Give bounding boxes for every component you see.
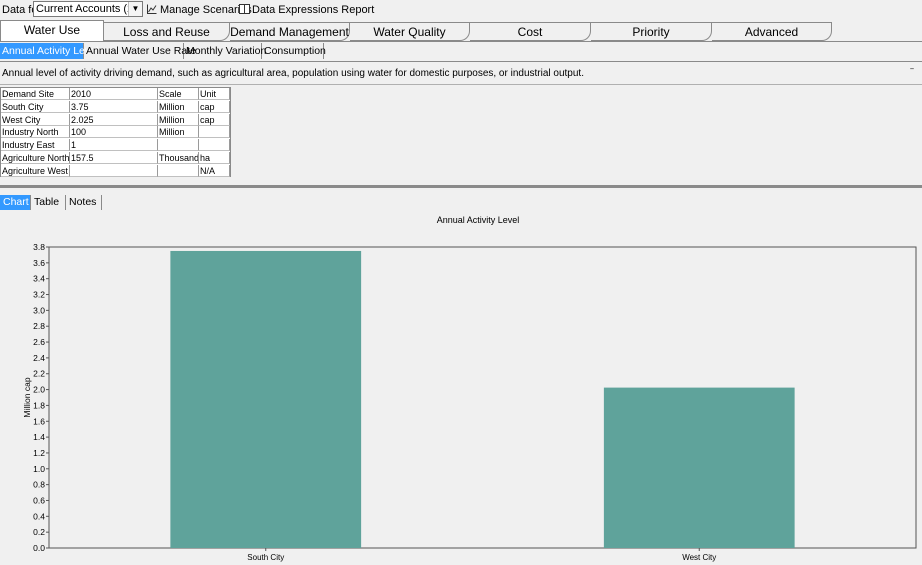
subtab-annual-water-use-rate[interactable]: Annual Water Use Rate bbox=[86, 43, 196, 59]
grid-cell[interactable] bbox=[158, 164, 199, 177]
y-tick-label: 0.6 bbox=[33, 495, 45, 505]
y-tick-label: 3.2 bbox=[33, 290, 45, 300]
description-text: Annual level of activity driving demand,… bbox=[2, 68, 584, 79]
tab-chart[interactable]: Chart bbox=[0, 195, 31, 210]
tab-advanced[interactable]: Advanced bbox=[712, 22, 832, 41]
grid-cell[interactable]: 3.75 bbox=[70, 100, 158, 113]
x-tick-label: West City bbox=[682, 553, 716, 562]
manage-scenarios-link[interactable]: Manage Scenarios bbox=[160, 4, 252, 16]
tab-label: Cost bbox=[517, 25, 543, 39]
y-tick-label: 1.2 bbox=[33, 448, 45, 458]
grid-header-cell: 2010 bbox=[70, 88, 158, 100]
tab-label: Demand Management bbox=[230, 25, 349, 39]
grid-cell[interactable]: Agriculture North bbox=[1, 152, 70, 164]
bar bbox=[603, 387, 795, 548]
tab-notes[interactable]: Notes bbox=[66, 195, 102, 210]
tab-label: Priority bbox=[632, 25, 670, 39]
grid-header-cell: Scale bbox=[158, 88, 199, 100]
y-tick-label: 2.6 bbox=[33, 337, 45, 347]
tab-priority[interactable]: Priority bbox=[591, 22, 712, 41]
grid-cell[interactable]: ha bbox=[199, 152, 230, 164]
y-tick-label: 1.6 bbox=[33, 416, 45, 426]
grid-cell[interactable]: 100 bbox=[70, 126, 158, 139]
y-tick-label: 3.6 bbox=[33, 258, 45, 268]
top-toolbar: Data for: Current Accounts (2010 ▼ Manag… bbox=[0, 0, 922, 20]
y-tick-label: 1.0 bbox=[33, 464, 45, 474]
scenario-select[interactable]: Current Accounts (2010 ▼ bbox=[33, 1, 143, 17]
scenario-value: Current Accounts (2010 bbox=[36, 3, 130, 15]
tab-demand-management[interactable]: Demand Management bbox=[230, 22, 350, 41]
tab-label: Advanced bbox=[744, 25, 799, 39]
grid-cell[interactable]: 2.025 bbox=[70, 113, 158, 126]
y-tick-label: 0.4 bbox=[33, 511, 45, 521]
y-tick-label: 3.8 bbox=[33, 242, 45, 252]
tab-cost[interactable]: Cost bbox=[470, 22, 591, 41]
grid-cell[interactable]: 1 bbox=[70, 139, 158, 152]
grid-cell[interactable] bbox=[158, 139, 199, 152]
grid-cell[interactable]: cap bbox=[199, 113, 230, 126]
subtab-monthly-variation[interactable]: Monthly Variation bbox=[186, 43, 267, 59]
grid-cell[interactable] bbox=[199, 139, 230, 152]
bar-chart: 0.0 0.2 0.4 0.6 0.8 1.0 1.2 1.4 1.6 1.8 2.0 2.2 2.4 2… bbox=[22, 242, 917, 562]
subtab-annual-activity-level[interactable]: Annual Activity Level bbox=[0, 43, 99, 59]
subtab-divider bbox=[0, 61, 922, 62]
y-tick-label: 2.2 bbox=[33, 369, 45, 379]
grid-cell[interactable]: Industry North bbox=[1, 126, 70, 139]
tab-label: Water Use bbox=[23, 23, 81, 37]
grid-cell[interactable]: West City bbox=[1, 113, 70, 126]
grid-cell[interactable]: Thousand bbox=[158, 152, 199, 164]
y-axis-label: Million cap bbox=[22, 377, 32, 417]
y-tick-label: 3.0 bbox=[33, 305, 45, 315]
grid-cell[interactable]: Agriculture West bbox=[1, 164, 70, 177]
description-divider bbox=[0, 84, 922, 85]
chart-line-icon bbox=[147, 4, 157, 14]
grid-cell[interactable]: cap bbox=[199, 100, 230, 113]
y-tick-label: 0.0 bbox=[33, 543, 45, 553]
tab-table[interactable]: Table bbox=[31, 195, 66, 210]
tab-loss-and-reuse[interactable]: Loss and Reuse bbox=[104, 22, 230, 41]
y-tick-label: 0.8 bbox=[33, 480, 45, 490]
tab-water-quality[interactable]: Water Quality bbox=[350, 22, 470, 41]
y-tick-label: 2.8 bbox=[33, 321, 45, 331]
grid-header-cell: Demand Site bbox=[1, 88, 70, 100]
subtab-consumption[interactable]: Consumption bbox=[264, 43, 326, 59]
bar bbox=[170, 250, 362, 549]
grid-header-cell: Unit bbox=[199, 88, 230, 100]
data-grid: Demand Site 2010 Scale Unit South City 3.75 Mi… bbox=[0, 87, 231, 177]
tab-water-use[interactable]: Water Use bbox=[0, 20, 104, 42]
grid-cell[interactable]: South City bbox=[1, 100, 70, 113]
panel-splitter[interactable] bbox=[0, 185, 922, 188]
data-expressions-report-link[interactable]: Data Expressions Report bbox=[252, 4, 375, 16]
y-tick-label: 1.4 bbox=[33, 432, 45, 442]
y-tick-label: 1.8 bbox=[33, 400, 45, 410]
tab-divider bbox=[0, 41, 922, 42]
grid-cell[interactable]: Million bbox=[158, 113, 199, 126]
book-icon bbox=[239, 4, 250, 14]
grid-cell[interactable] bbox=[199, 126, 230, 139]
tab-label: Water Quality bbox=[373, 25, 446, 39]
grid-cell[interactable]: Industry East bbox=[1, 139, 70, 152]
y-tick-label: 3.4 bbox=[33, 274, 45, 284]
y-tick-label: 0.2 bbox=[33, 527, 45, 537]
grid-cell[interactable]: N/A bbox=[199, 164, 230, 177]
grid-cell[interactable]: Million bbox=[158, 100, 199, 113]
grid-cell[interactable]: Million bbox=[158, 126, 199, 139]
chart-title: Annual Activity Level bbox=[436, 215, 520, 225]
y-tick-label: 2.4 bbox=[33, 353, 45, 363]
x-tick-label: South City bbox=[247, 553, 284, 562]
grid-cell[interactable] bbox=[70, 164, 158, 177]
collapse-button[interactable]: ‾ bbox=[910, 68, 914, 78]
grid-cell[interactable]: 157.5 bbox=[70, 152, 158, 164]
y-tick-label: 2.0 bbox=[33, 385, 45, 395]
chevron-down-icon[interactable]: ▼ bbox=[128, 2, 142, 16]
tab-label: Loss and Reuse bbox=[123, 25, 210, 39]
